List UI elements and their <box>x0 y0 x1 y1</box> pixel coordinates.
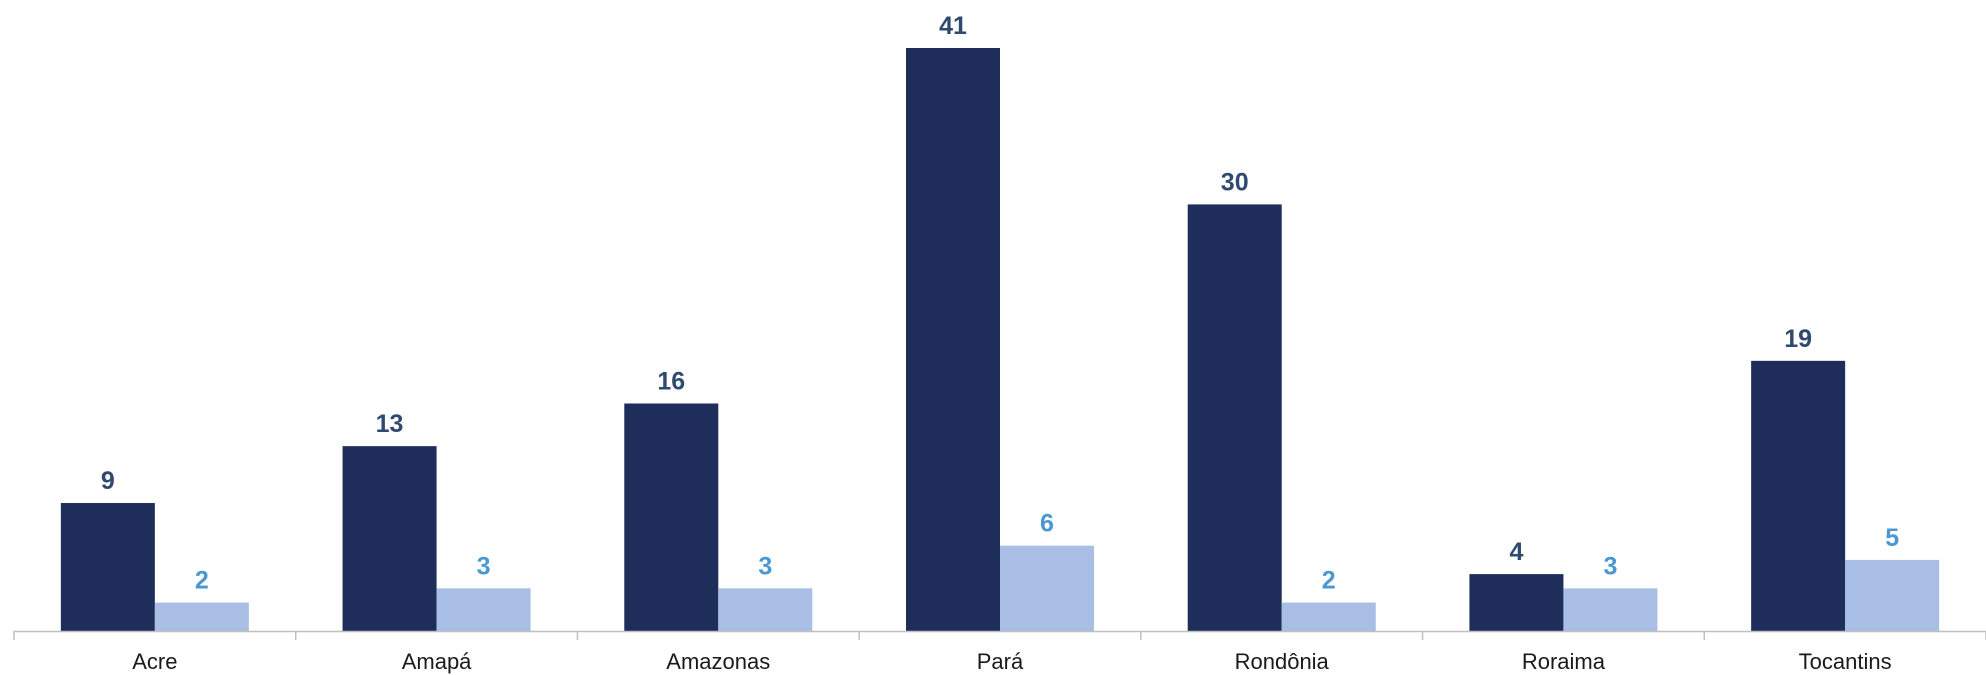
data-label: 2 <box>195 567 209 595</box>
data-label: 16 <box>657 367 685 395</box>
x-axis: Acre Amapá Amazonas Pará Rondônia Roraima Toca… <box>13 630 1986 674</box>
bar-series-1-tocantins <box>1751 360 1846 631</box>
data-label: 41 <box>939 12 967 40</box>
bar-series-1-pará <box>906 48 1000 631</box>
bar-series-2-pará <box>1000 545 1094 631</box>
bar-series-2-roraima <box>1563 588 1658 631</box>
bars-layer <box>60 48 1940 632</box>
x-tick-label: Roraima <box>1522 649 1606 674</box>
data-label: 19 <box>1784 325 1812 353</box>
bar-series-2-amapá <box>436 588 531 631</box>
x-tick-label: Amazonas <box>666 649 770 674</box>
data-label: 9 <box>101 467 115 495</box>
bar-series-2-acre <box>154 602 249 631</box>
value-labels-layer: 9 2 13 3 16 3 41 6 30 2 4 3 19 5 <box>101 12 1899 595</box>
data-label: 6 <box>1040 510 1054 538</box>
data-label: 13 <box>376 410 404 438</box>
bar-series-1-amazonas <box>624 403 719 631</box>
bar-series-2-tocantins <box>1845 559 1940 631</box>
data-label: 3 <box>1603 552 1617 580</box>
bar-series-1-rondônia <box>1187 204 1282 632</box>
data-label: 3 <box>758 552 772 580</box>
x-tick-label: Amapá <box>402 649 472 674</box>
x-tick-label: Pará <box>977 649 1024 674</box>
bar-series-1-amapá <box>342 446 437 631</box>
x-tick-label: Tocantins <box>1799 649 1892 674</box>
x-tick-label: Acre <box>132 649 177 674</box>
data-label: 5 <box>1885 524 1899 552</box>
bar-series-2-amazonas <box>718 588 813 631</box>
data-label: 30 <box>1221 168 1249 196</box>
bar-series-1-acre <box>60 503 155 631</box>
bar-series-2-rondônia <box>1281 602 1376 631</box>
data-label: 2 <box>1322 567 1336 595</box>
x-tick-label: Rondônia <box>1235 649 1330 674</box>
data-label: 4 <box>1509 538 1523 566</box>
data-label: 3 <box>477 552 491 580</box>
bar-series-1-roraima <box>1469 574 1564 631</box>
